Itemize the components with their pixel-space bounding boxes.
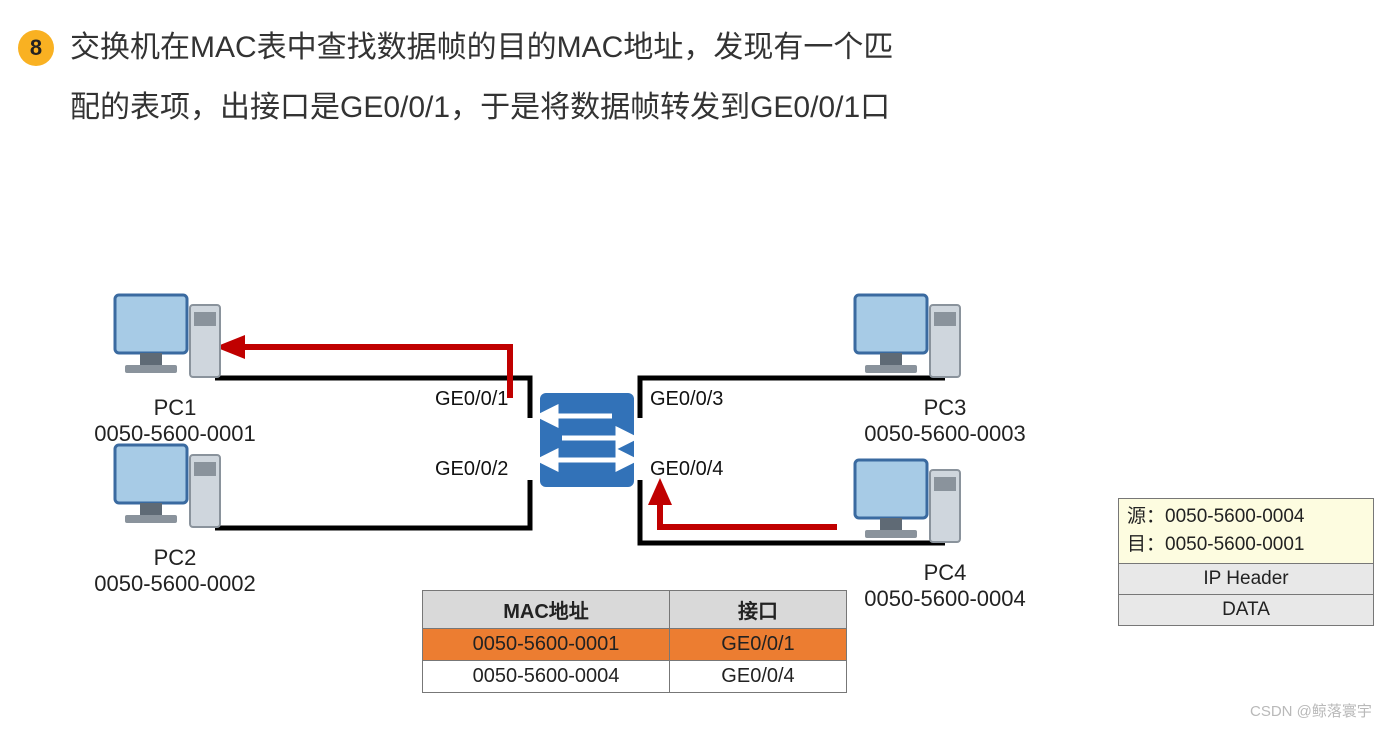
mac-table-row-0-mac: 0050-5600-0001 (423, 629, 670, 661)
pc4-mac: 0050-5600-0004 (830, 586, 1060, 612)
mac-table-col2: 接口 (670, 591, 847, 629)
frame-src-label: 源： (1127, 506, 1165, 527)
frame-dst: 0050-5600-0001 (1165, 534, 1304, 555)
pc2-mac: 0050-5600-0002 (60, 571, 290, 597)
pc2-name: PC2 (60, 545, 290, 571)
pc4-label: PC4 0050-5600-0004 (830, 560, 1060, 612)
mac-table-row-1: 0050-5600-0004 GE0/0/4 (423, 661, 847, 693)
frame-ip: IP Header (1119, 564, 1374, 595)
flow-arrow-from-pc4 (648, 478, 837, 527)
watermark: CSDN @鲸落寰宇 (1250, 700, 1372, 721)
pc4-icon (855, 460, 960, 542)
mac-table: MAC地址 接口 0050-5600-0001 GE0/0/1 0050-560… (422, 590, 847, 693)
port-ge001: GE0/0/1 (435, 388, 508, 411)
port-ge002: GE0/0/2 (435, 458, 508, 481)
port-ge003: GE0/0/3 (650, 388, 723, 411)
mac-table-row-1-port: GE0/0/4 (670, 661, 847, 693)
pc2-label: PC2 0050-5600-0002 (60, 545, 290, 597)
mac-table-col1: MAC地址 (423, 591, 670, 629)
pc4-name: PC4 (830, 560, 1060, 586)
pc3-mac: 0050-5600-0003 (830, 421, 1060, 447)
pc1-mac: 0050-5600-0001 (60, 421, 290, 447)
frame-dst-label: 目： (1127, 534, 1165, 555)
pc1-icon (115, 295, 220, 377)
mac-table-header: MAC地址 接口 (423, 591, 847, 629)
mac-table-row-0-port: GE0/0/1 (670, 629, 847, 661)
mac-table-row-0: 0050-5600-0001 GE0/0/1 (423, 629, 847, 661)
pc3-name: PC3 (830, 395, 1060, 421)
switch-icon (540, 393, 634, 487)
link-pc2 (215, 480, 530, 528)
frame-src-dst: 源：0050-5600-0004 目：0050-5600-0001 (1119, 499, 1374, 564)
pc1-name: PC1 (60, 395, 290, 421)
port-ge004: GE0/0/4 (650, 458, 723, 481)
pc1-label: PC1 0050-5600-0001 (60, 395, 290, 447)
mac-table-row-1-mac: 0050-5600-0004 (423, 661, 670, 693)
frame-box: 源：0050-5600-0004 目：0050-5600-0001 IP Hea… (1118, 498, 1374, 626)
frame-src: 0050-5600-0004 (1165, 506, 1304, 527)
pc2-icon (115, 445, 220, 527)
frame-data: DATA (1119, 595, 1374, 626)
pc3-label: PC3 0050-5600-0003 (830, 395, 1060, 447)
pc3-icon (855, 295, 960, 377)
